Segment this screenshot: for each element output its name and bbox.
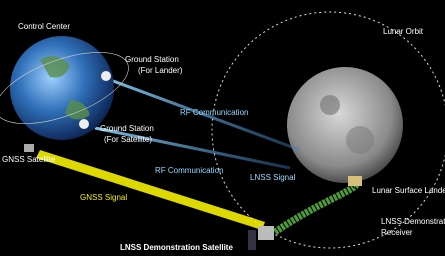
crater xyxy=(346,126,374,154)
label: Receiver xyxy=(381,228,413,237)
diagram: Control Center Ground Station (For Lande… xyxy=(0,0,445,256)
gnss-satellite-icon xyxy=(24,144,34,152)
label: RF Communication xyxy=(180,108,248,117)
label: GNSS Satellite xyxy=(2,155,56,164)
label: RF Communication xyxy=(155,166,223,175)
label: LNSS Demonstration xyxy=(381,217,445,226)
label: Ground Station xyxy=(100,124,154,133)
label: LNSS Demonstration Satellite xyxy=(120,243,233,252)
label: (For Lander) xyxy=(138,66,183,75)
crater xyxy=(320,95,340,115)
label: (For Satellite) xyxy=(104,135,152,144)
solar-panel xyxy=(248,230,256,250)
label: Lunar Orbit xyxy=(383,27,424,36)
moon xyxy=(287,67,403,183)
label: Control Center xyxy=(18,22,70,31)
label: GNSS Signal xyxy=(80,193,127,202)
lnss-satellite xyxy=(258,226,274,240)
earth xyxy=(10,36,114,140)
label: Lunar Surface Lander xyxy=(372,186,445,195)
dish xyxy=(101,71,111,81)
label: Ground Station xyxy=(125,55,179,64)
label: LNSS Signal xyxy=(250,173,296,182)
dish xyxy=(79,119,89,129)
lander xyxy=(348,176,362,186)
